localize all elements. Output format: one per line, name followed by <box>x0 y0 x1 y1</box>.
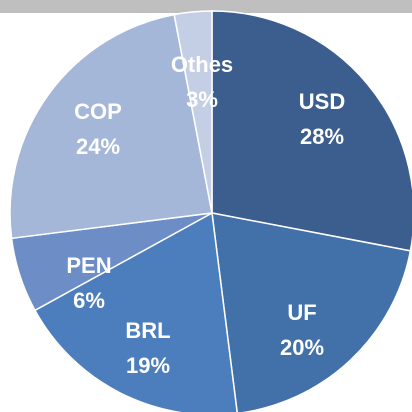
slice-value-label: 24% <box>76 134 120 159</box>
pie-slice <box>173 10 213 214</box>
slice-value-label: 3% <box>186 87 218 112</box>
slice-category-label: USD <box>299 89 345 114</box>
pie-slice <box>211 10 412 252</box>
slice-value-label: 6% <box>73 288 105 313</box>
slice-category-label: Othes <box>171 52 233 77</box>
slice-category-label: UF <box>287 300 316 325</box>
slice-value-label: 28% <box>300 124 344 149</box>
pie <box>9 10 412 412</box>
pie-slice <box>33 211 238 412</box>
slice-category-label: BRL <box>125 318 170 343</box>
pie-slice <box>9 13 213 240</box>
slice-category-label: COP <box>74 99 122 124</box>
slice-category-label: PEN <box>66 253 111 278</box>
slice-value-label: 19% <box>126 353 170 378</box>
data-labels: USD 28% UF 20% BRL 19% PEN 6% COP 24% Othes 3% <box>66 52 345 378</box>
top-band <box>0 0 412 13</box>
pie-slice <box>211 212 412 412</box>
slice-value-label: 20% <box>280 335 324 360</box>
